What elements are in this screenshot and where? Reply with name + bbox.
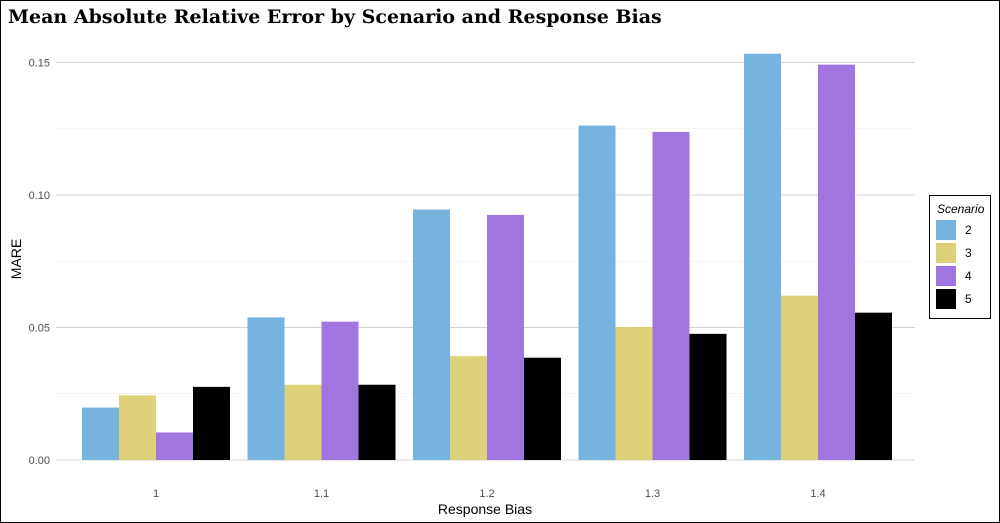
bar-series-4 bbox=[156, 432, 193, 460]
bar-series-2 bbox=[578, 125, 616, 460]
bar-series-3 bbox=[615, 326, 653, 460]
legend-label: 4 bbox=[965, 269, 972, 283]
bar-series-5 bbox=[358, 384, 396, 460]
x-tick-labels: 1 1.1 1.2 1.3 1.4 bbox=[153, 488, 826, 500]
x-tick-label: 1.1 bbox=[314, 488, 329, 500]
legend-swatch bbox=[936, 243, 956, 263]
y-tick-label: 0.10 bbox=[29, 190, 50, 202]
bar-series-4 bbox=[487, 214, 524, 460]
legend-label: 2 bbox=[965, 223, 972, 237]
y-tick-label: 0.05 bbox=[29, 323, 50, 335]
bar-series-5 bbox=[524, 357, 561, 460]
legend-swatch bbox=[936, 220, 956, 240]
bar-series-4 bbox=[818, 64, 855, 460]
bar-series-5 bbox=[193, 386, 230, 460]
bar-series-2 bbox=[247, 317, 285, 460]
bar-series-2 bbox=[82, 407, 119, 460]
legend-item: 3 bbox=[936, 243, 988, 263]
legend-title: Scenario bbox=[937, 202, 985, 216]
bar-series-2 bbox=[744, 53, 781, 460]
bar-series-5 bbox=[855, 312, 892, 460]
y-tick-label: 0.00 bbox=[29, 455, 50, 467]
y-tick-label: 0.15 bbox=[29, 58, 50, 70]
x-tick-label: 1.4 bbox=[810, 488, 825, 500]
legend: Scenario 2 3 4 5 bbox=[929, 195, 991, 319]
legend-label: 5 bbox=[965, 292, 972, 306]
x-tick-label: 1.2 bbox=[479, 488, 494, 500]
legend-swatch bbox=[936, 266, 956, 286]
y-axis-title: MARE bbox=[8, 239, 24, 279]
legend-item: 5 bbox=[936, 289, 988, 309]
chart-title: Mean Absolute Relative Error by Scenario… bbox=[8, 6, 662, 28]
y-tick-labels: 0.00 0.05 0.10 0.15 bbox=[29, 58, 50, 468]
bars bbox=[82, 53, 892, 460]
x-tick-label: 1 bbox=[153, 488, 159, 500]
bar-series-4 bbox=[652, 131, 690, 460]
bar-series-3 bbox=[119, 395, 156, 460]
bar-series-3 bbox=[781, 295, 818, 460]
legend-item: 4 bbox=[936, 266, 988, 286]
legend-label: 3 bbox=[965, 246, 972, 260]
bar-series-5 bbox=[689, 333, 727, 460]
x-tick-label: 1.3 bbox=[645, 488, 660, 500]
bar-series-3 bbox=[450, 356, 487, 460]
legend-swatch bbox=[936, 289, 956, 309]
bar-series-3 bbox=[284, 384, 322, 460]
x-axis-title: Response Bias bbox=[438, 501, 532, 517]
bar-series-4 bbox=[321, 321, 359, 460]
legend-item: 2 bbox=[936, 220, 988, 240]
bar-series-2 bbox=[413, 209, 450, 460]
